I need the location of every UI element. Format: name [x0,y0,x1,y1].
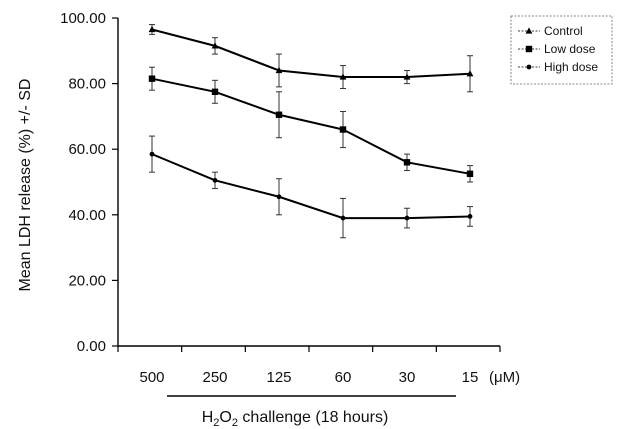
data-point [403,73,411,80]
legend-marker-circle [526,64,532,70]
error-bars [149,24,473,239]
y-axis-title: Mean LDH release (%) +/- SD [17,79,34,292]
series-line-2 [151,77,471,175]
data-point [339,126,347,133]
axes [112,17,501,397]
legend-label: High dose [544,60,598,74]
series-line-3 [151,153,471,220]
data-point [466,170,474,177]
data-point [211,42,219,49]
y-tick-label: 40.00 [68,207,106,224]
legend-label: Low dose [544,42,596,56]
x-tick-label: 15 [462,369,479,386]
data-point [275,111,283,118]
data-point [148,75,156,82]
y-tick-label: 60.00 [68,141,106,158]
x-tick-label: 125 [266,369,291,386]
series-markers [148,25,474,221]
x-axis-unit: (μM) [489,369,520,386]
data-point [275,66,283,74]
data-point [148,25,156,33]
data-point [404,215,410,221]
y-tick-label: 20.00 [68,272,106,289]
x-tick-label: 60 [335,369,352,386]
x-tick-label: 250 [202,369,227,386]
y-tick-label: 100.00 [60,10,106,27]
data-point [212,177,218,183]
data-point [149,151,155,157]
data-point [211,88,219,95]
series-line-1 [151,28,471,79]
data-point [340,215,346,221]
x-tick-label: 30 [399,369,416,386]
legend: Control Low dose High dose [510,15,613,85]
series-lines [151,28,471,220]
data-point [276,194,282,200]
data-point [403,159,411,166]
legend-label: Control [544,24,583,38]
x-tick-label: 500 [139,369,164,386]
data-point [467,214,473,219]
data-point [339,73,347,80]
legend-marker-square [525,45,533,53]
y-tick-label: 80.00 [68,76,106,93]
data-point [466,70,474,77]
tick-labels: 0.00 20.00 40.00 60.00 80.00 100.00 500 250 125 6… [60,10,478,386]
legend-marker-triangle [525,27,533,34]
y-tick-label: 0.00 [77,338,106,355]
x-axis-title: H2O2 challenge (18 hours) [202,409,389,429]
